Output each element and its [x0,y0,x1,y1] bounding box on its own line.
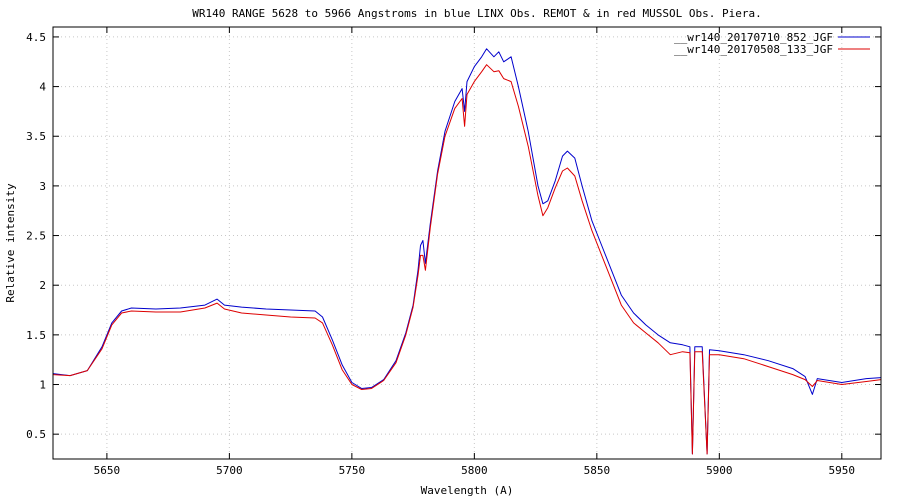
y-tick-label: 4 [39,81,46,94]
y-tick-label: 2.5 [26,230,46,243]
axis-ticks: 5650 5700 5750 5800 5850 5900 5950 0.5 1 1.5 2 2.5 3… [26,27,881,477]
y-tick-label: 0.5 [26,428,46,441]
series-line-2 [52,64,882,455]
y-tick-label: 2 [39,279,46,292]
y-tick-label: 3.5 [26,130,46,143]
y-axis-label: Relative intensity [4,183,17,303]
legend-label: __wr140_20170508_133_JGF [674,43,833,56]
y-tick-label: 4.5 [26,31,46,44]
series-lines [52,48,882,455]
x-axis-label: Wavelength (A) [421,484,514,497]
grid-lines [53,27,881,459]
x-tick-label: 5850 [584,464,611,477]
x-tick-label: 5900 [706,464,733,477]
x-tick-label: 5700 [216,464,243,477]
x-tick-label: 5650 [94,464,121,477]
x-tick-label: 5950 [829,464,856,477]
x-tick-label: 5750 [339,464,366,477]
chart-title: WR140 RANGE 5628 to 5966 Angstroms in bl… [192,7,762,20]
series-line-1 [52,48,882,455]
legend: __wr140_20170710_852_JGF__wr140_20170508… [674,31,870,56]
plot-frame [52,26,882,460]
y-tick-label: 3 [39,180,46,193]
legend-label: __wr140_20170710_852_JGF [674,31,833,44]
y-tick-label: 1.5 [26,329,46,342]
x-tick-label: 5800 [461,464,488,477]
y-tick-label: 1 [39,379,46,392]
